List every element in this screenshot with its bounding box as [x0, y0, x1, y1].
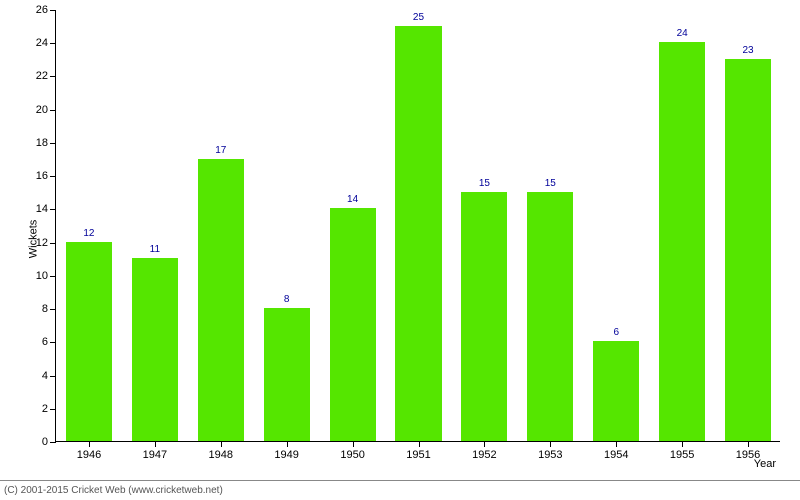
- chart-container: 0246810121416182022242612194611194717194…: [0, 0, 800, 478]
- x-tick-label: 1955: [670, 449, 694, 461]
- bar-value-label: 14: [347, 194, 358, 205]
- x-tick: [682, 441, 683, 447]
- x-axis-title: Year: [754, 458, 776, 470]
- y-axis-title: Wickets: [27, 220, 39, 259]
- y-tick-label: 14: [36, 203, 48, 215]
- y-tick: [50, 442, 56, 443]
- y-tick-label: 2: [42, 403, 48, 415]
- bar: 12: [66, 242, 112, 441]
- y-tick-label: 24: [36, 37, 48, 49]
- bar-value-label: 25: [413, 12, 424, 23]
- bar-value-label: 15: [479, 178, 490, 189]
- y-tick: [50, 209, 56, 210]
- x-tick-label: 1949: [274, 449, 298, 461]
- y-tick: [50, 409, 56, 410]
- bar-value-label: 24: [677, 28, 688, 39]
- y-tick: [50, 10, 56, 11]
- x-tick: [550, 441, 551, 447]
- bar-value-label: 6: [613, 327, 619, 338]
- bar-value-label: 8: [284, 294, 290, 305]
- footer-copyright: (C) 2001-2015 Cricket Web (www.cricketwe…: [0, 480, 800, 500]
- y-tick: [50, 143, 56, 144]
- y-tick-label: 26: [36, 4, 48, 16]
- x-tick-label: 1954: [604, 449, 628, 461]
- y-tick: [50, 176, 56, 177]
- y-tick-label: 16: [36, 170, 48, 182]
- x-tick: [155, 441, 156, 447]
- bar: 25: [395, 26, 441, 441]
- x-tick: [616, 441, 617, 447]
- y-tick: [50, 76, 56, 77]
- y-tick-label: 18: [36, 137, 48, 149]
- y-tick-label: 10: [36, 270, 48, 282]
- y-tick: [50, 110, 56, 111]
- x-tick: [484, 441, 485, 447]
- y-tick-label: 4: [42, 370, 48, 382]
- x-tick: [748, 441, 749, 447]
- bar: 15: [527, 192, 573, 441]
- x-tick: [419, 441, 420, 447]
- bar: 24: [659, 42, 705, 441]
- x-tick: [221, 441, 222, 447]
- bar: 23: [725, 59, 771, 441]
- y-tick-label: 22: [36, 70, 48, 82]
- y-tick: [50, 342, 56, 343]
- x-tick: [89, 441, 90, 447]
- x-tick-label: 1948: [209, 449, 233, 461]
- bar: 8: [264, 308, 310, 441]
- x-tick-label: 1953: [538, 449, 562, 461]
- y-tick: [50, 376, 56, 377]
- x-tick-label: 1952: [472, 449, 496, 461]
- y-tick-label: 6: [42, 336, 48, 348]
- bar-value-label: 23: [742, 45, 753, 56]
- y-tick: [50, 243, 56, 244]
- y-tick: [50, 309, 56, 310]
- y-tick: [50, 43, 56, 44]
- x-tick-label: 1947: [143, 449, 167, 461]
- bar-value-label: 15: [545, 178, 556, 189]
- plot-area: 0246810121416182022242612194611194717194…: [55, 10, 780, 442]
- y-tick-label: 0: [42, 436, 48, 448]
- bar-value-label: 11: [150, 244, 160, 255]
- y-tick-label: 8: [42, 303, 48, 315]
- x-tick-label: 1950: [340, 449, 364, 461]
- x-tick-label: 1951: [406, 449, 430, 461]
- bar-value-label: 12: [83, 228, 94, 239]
- bar-value-label: 17: [215, 145, 226, 156]
- bar: 15: [461, 192, 507, 441]
- x-tick-label: 1946: [77, 449, 101, 461]
- y-tick-label: 20: [36, 104, 48, 116]
- bar: 11: [132, 258, 178, 441]
- y-tick: [50, 276, 56, 277]
- bar: 17: [198, 159, 244, 441]
- bar: 14: [330, 208, 376, 441]
- x-tick: [353, 441, 354, 447]
- bar: 6: [593, 341, 639, 441]
- x-tick: [287, 441, 288, 447]
